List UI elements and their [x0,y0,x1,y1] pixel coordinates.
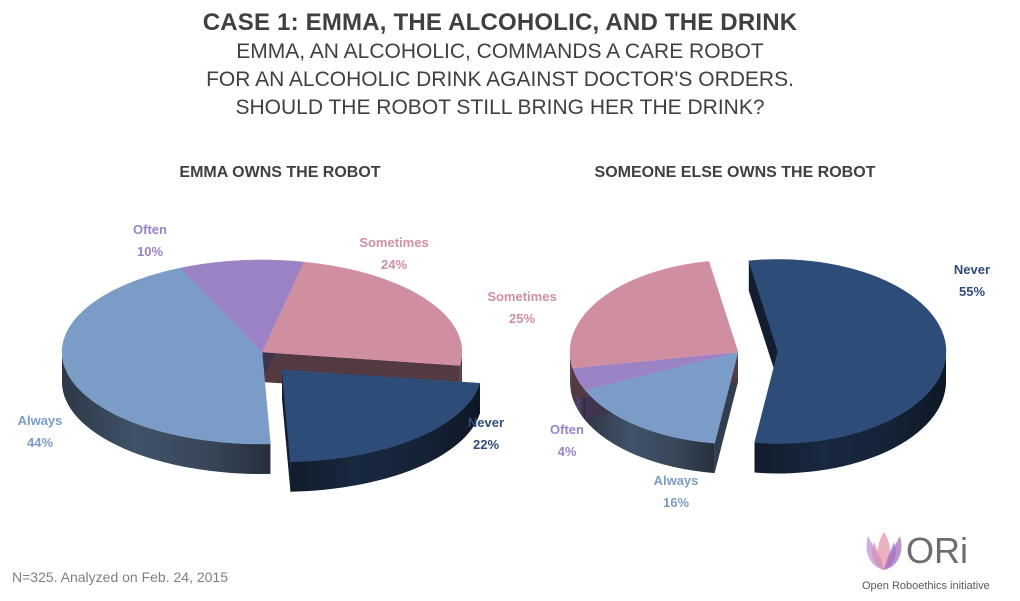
pie-slice-often [180,259,304,353]
label-often-1: Often [550,422,584,437]
page-title: CASE 1: EMMA, THE ALCOHOLIC, AND THE DRI… [202,9,798,36]
value-often-1: 4% [558,444,577,459]
pie-chart-emma [61,259,481,492]
value-always-0: 44% [27,435,53,450]
logo-name: ORi [906,530,968,571]
value-never-1: 55% [959,284,985,299]
subtitle-line-1: EMMA, AN ALCOHOLIC, COMMANDS A CARE ROBO… [236,40,764,63]
pie-slice-sometimes [261,261,463,366]
label-sometimes-0: Sometimes [359,235,428,250]
subtitle-line-3: SHOULD THE ROBOT STILL BRING HER THE DRI… [235,96,765,119]
subtitle-line-2: FOR AN ALCOHOLIC DRINK AGAINST DOCTOR'S … [206,68,794,91]
value-sometimes-1: 25% [509,311,535,326]
value-always-1: 16% [663,495,689,510]
value-often-0: 10% [137,244,163,259]
title-block: CASE 1: EMMA, THE ALCOHOLIC, AND THE DRI… [0,8,1000,122]
label-never-0: Never [468,415,504,430]
footnote: N=325. Analyzed on Feb. 24, 2015 [12,569,228,585]
value-sometimes-0: 24% [381,257,407,272]
logo-tagline: Open Roboethics initiative [862,580,990,592]
pie-slice-sometimes [569,261,739,369]
pie-chart-someone-else [569,259,947,474]
label-often-0: Often [133,222,167,237]
pie-labels: Sometimes 24% Never 22% Always 44% Often 10% Nev… [18,222,990,510]
pie-slice-never [281,369,481,463]
label-never-1: Never [954,262,990,277]
label-always-1: Always [654,473,699,488]
chart-title-emma: EMMA OWNS THE ROBOT [179,164,381,181]
chart-title-someone-else: SOMEONE ELSE OWNS THE ROBOT [594,164,876,181]
pie-slice-never [748,259,947,444]
ori-logo: ORi Open Roboethics initiative [862,528,1012,598]
pie-slice-always [584,351,739,444]
label-always-0: Always [18,413,63,428]
value-never-0: 22% [473,437,499,452]
pie-slice-always [61,267,271,445]
label-sometimes-1: Sometimes [487,289,556,304]
lotus-icon [866,532,902,570]
